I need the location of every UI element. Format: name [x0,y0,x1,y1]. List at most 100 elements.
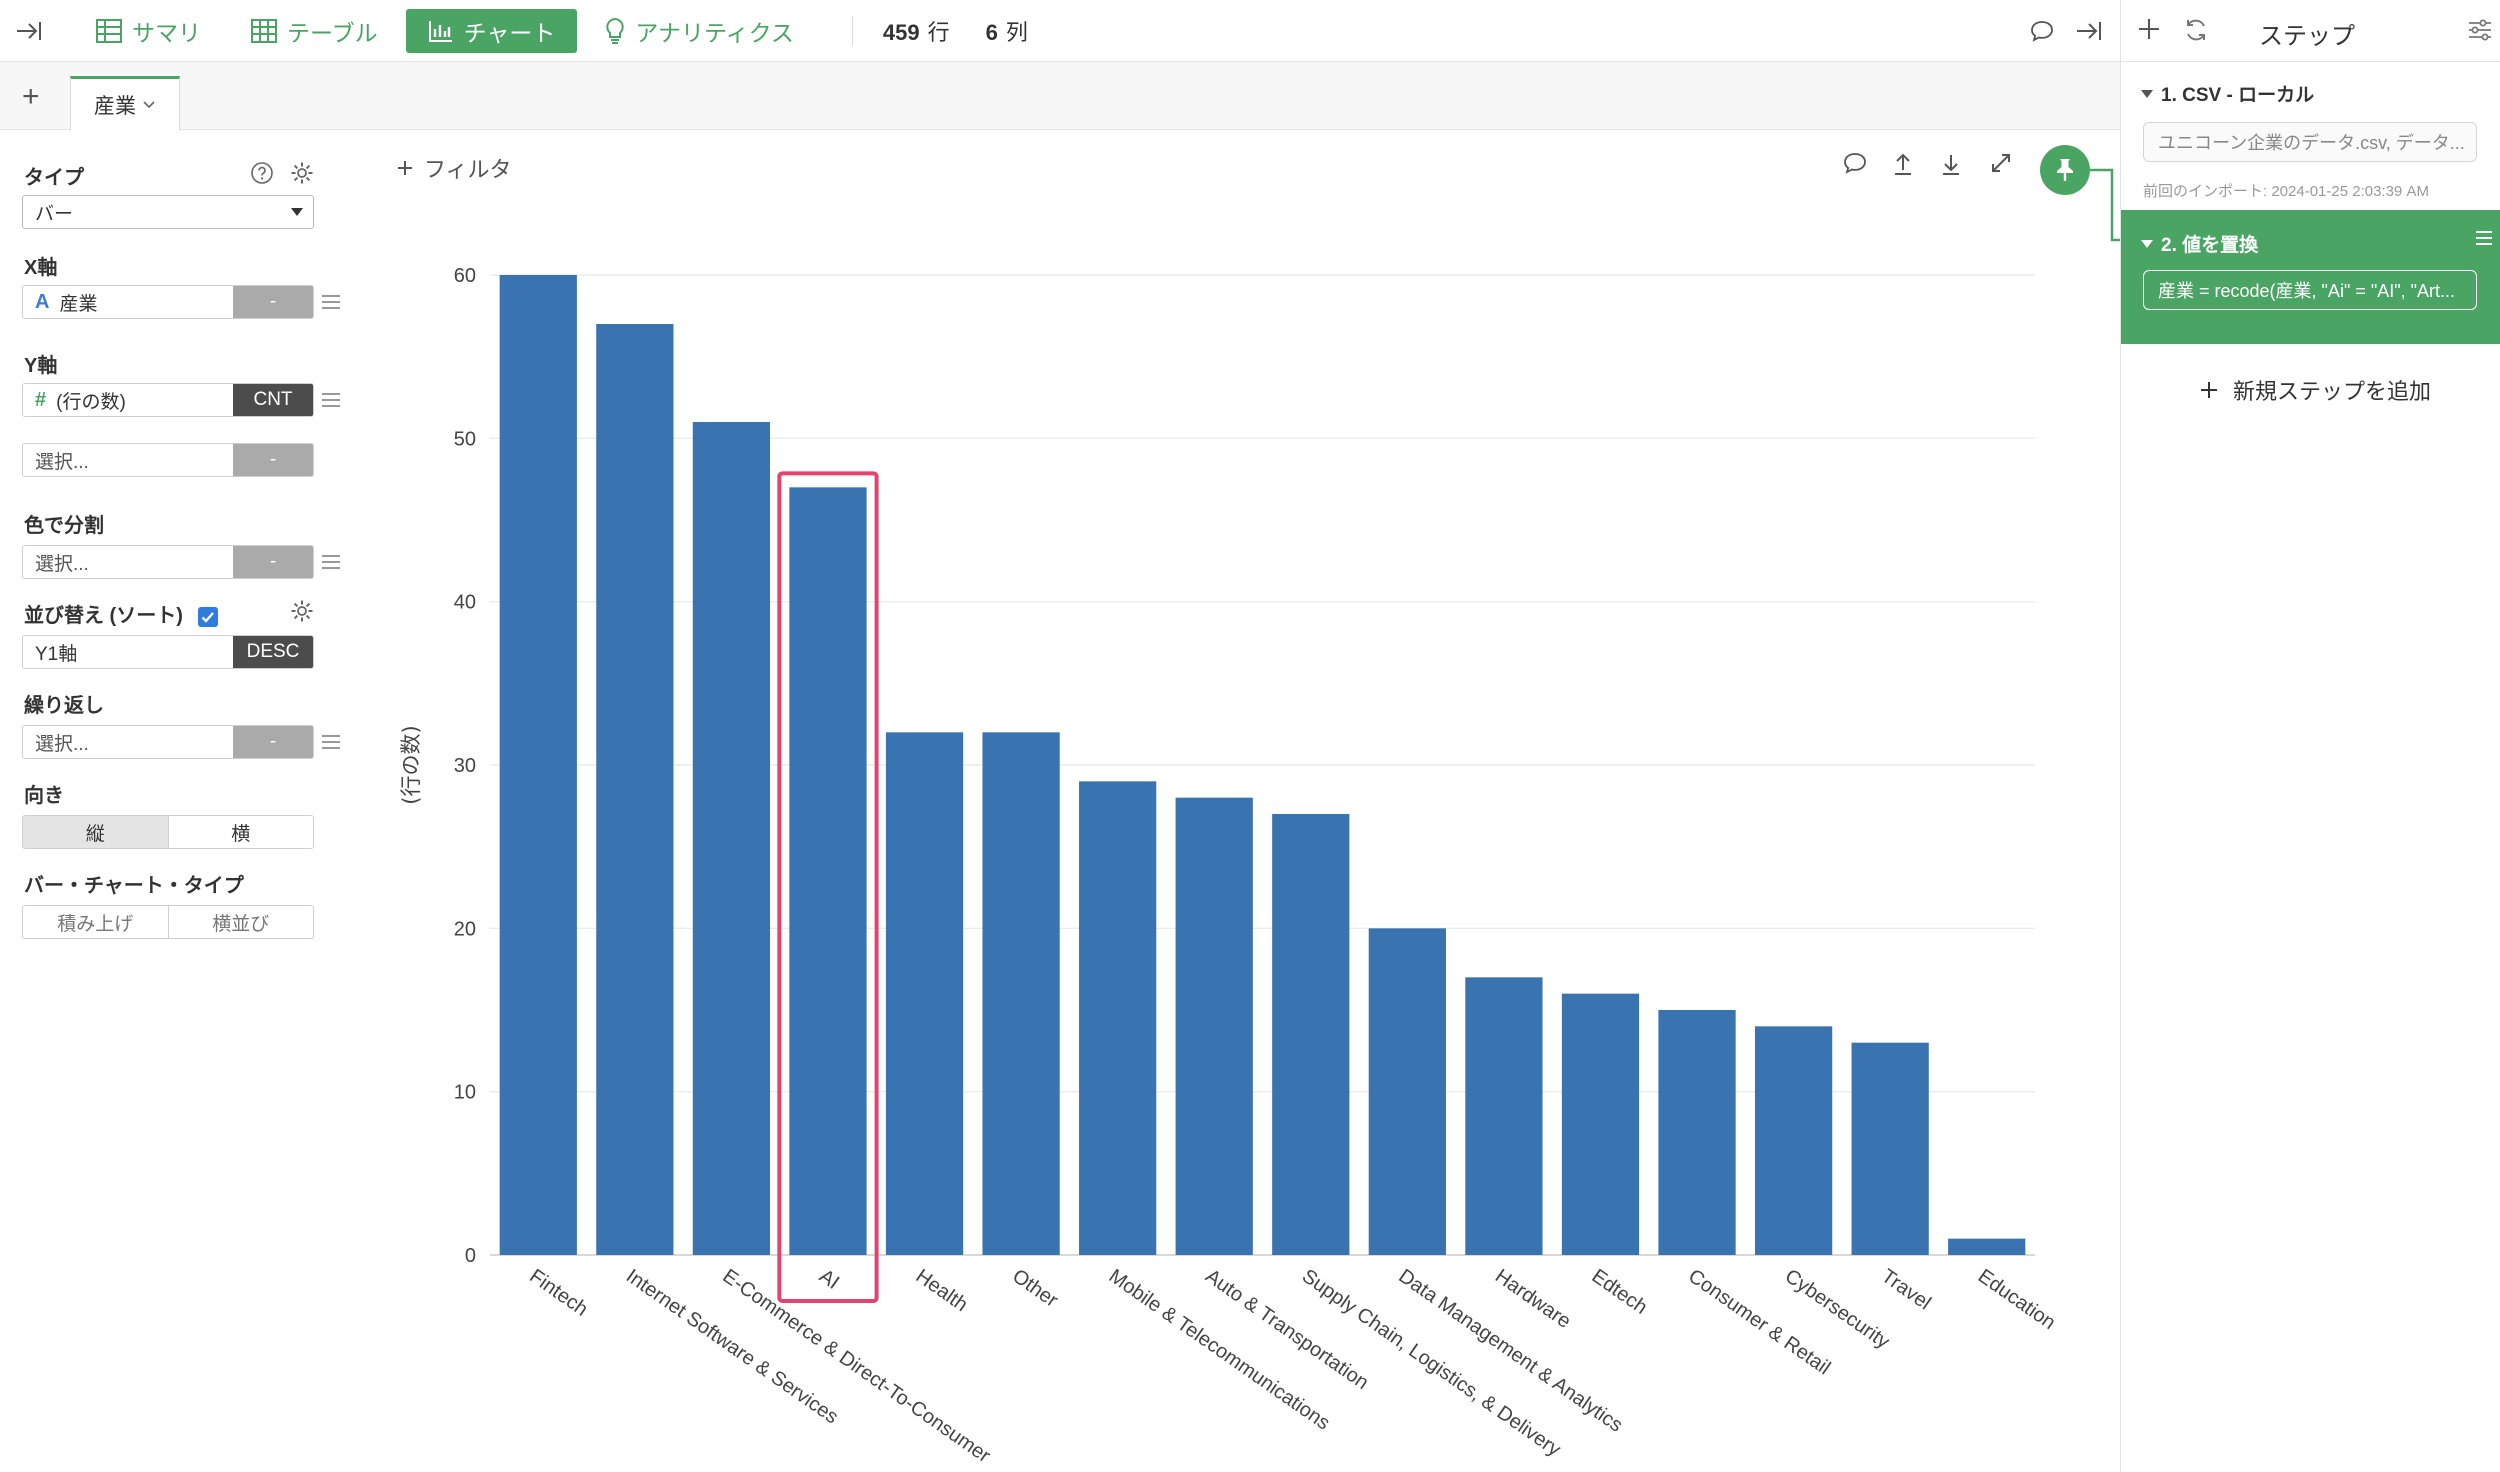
repeat-menu-icon[interactable] [322,735,340,749]
collapse-right-icon[interactable] [2074,16,2104,46]
add-new-step-button[interactable]: 新規ステップを追加 [2199,374,2431,406]
expand-left-icon[interactable] [14,16,44,46]
chart-comment-icon[interactable] [1843,152,1867,174]
tab-table[interactable]: テーブル [229,9,400,53]
xaxis-menu-icon[interactable] [322,295,340,309]
highlight-box [777,471,879,1304]
xaxis-agg[interactable]: - [233,286,313,318]
color-split-menu-icon[interactable] [322,555,340,569]
orientation-horizontal[interactable]: 横 [167,816,314,848]
color-split-agg[interactable]: - [233,546,313,578]
xaxis-label: X軸 [24,257,58,279]
step2-header[interactable]: 2. 値を置換 [2141,230,2258,257]
tab-chart[interactable]: チャート [405,8,578,53]
sort-field[interactable]: Y1軸 DESC [22,635,314,669]
lightbulb-icon [606,17,625,44]
upload-icon[interactable] [1892,152,1914,176]
type-label: タイプ [24,167,84,189]
sort-order[interactable]: DESC [233,636,313,668]
add-step-label: 新規ステップを追加 [2233,379,2432,404]
bar[interactable] [499,275,577,1255]
bar[interactable] [982,732,1060,1255]
add-step-plus-icon[interactable] [2137,17,2161,46]
sort-value: Y1軸 [35,643,78,665]
chart-type-value: バー [35,203,74,225]
bar[interactable] [1465,977,1543,1255]
bar-type-stacked[interactable]: 積み上げ [57,913,134,935]
orientation-toggle: 縦 横 [22,815,314,849]
sort-gear-icon[interactable] [290,599,314,628]
download-icon[interactable] [1940,152,1962,176]
yaxis-field[interactable]: # (行の数) CNT [22,383,314,417]
row-count: 459 行 [882,19,950,45]
grid-icon [96,18,122,43]
bar[interactable] [1948,1238,2026,1255]
x-tick-label: Education [1974,1265,2059,1334]
x-tick-label: Edtech [1588,1265,1652,1319]
caret-down-icon [2141,239,2153,248]
step1-header[interactable]: 1. CSV - ローカル [2141,80,2314,107]
yaxis-menu-icon[interactable] [322,393,340,407]
color-split-field[interactable]: 選択... - [22,545,314,579]
y-tick-label: 30 [454,755,476,777]
chart-config-panel: タイプ バー X軸 A 産業 - Y軸 # (行の数) CNT 選択... - 色で… [0,131,360,1472]
add-filter-button[interactable]: フィルタ [396,152,512,184]
bar[interactable] [1754,1026,1833,1255]
orientation-label: 向き [24,785,64,807]
y-tick-label: 40 [454,592,476,614]
bar[interactable] [1272,814,1350,1255]
fullscreen-icon[interactable] [1990,152,2012,174]
tab-analytics-label: アナリティクス [635,19,794,46]
bar[interactable] [1658,1010,1736,1255]
sliders-icon[interactable] [2467,18,2493,47]
bar[interactable] [789,487,867,1255]
comment-icon[interactable] [2027,16,2057,46]
bar[interactable] [1851,1042,1929,1255]
x-tick-label: AI [815,1265,843,1294]
bar-type-toggle: 積み上げ 横並び [22,905,314,939]
repeat-field[interactable]: 選択... - [22,725,314,759]
y-tick-label: 10 [454,1082,476,1104]
step2-menu-icon[interactable] [2475,230,2493,251]
steps-panel: ステップ 1. CSV - ローカル ユニコーン企業のデータ.csv, データ.… [2120,0,2500,1472]
add-chart-tab-button[interactable]: + [22,80,40,113]
bar[interactable] [596,324,674,1255]
sort-checkbox[interactable] [198,606,219,627]
bar[interactable] [1561,993,1640,1255]
tab-summary-label: サマリ [132,19,201,46]
caret-down-icon [291,208,303,216]
tab-analytics[interactable]: アナリティクス [583,9,815,53]
step1-detail[interactable]: ユニコーン企業のデータ.csv, データ... [2143,122,2477,162]
yaxis2-agg[interactable]: - [233,444,313,476]
tab-summary[interactable]: サマリ [74,9,223,53]
chevron-down-icon [143,101,155,109]
gear-icon[interactable] [290,161,314,190]
bar[interactable] [1175,797,1253,1255]
bar[interactable] [692,422,771,1255]
bar-type-label: バー・チャート・タイプ [24,875,244,897]
help-icon[interactable] [250,161,274,190]
chart-type-select[interactable]: バー [22,195,314,229]
x-tick-label: Hardware [1491,1265,1575,1333]
bar[interactable] [885,732,964,1255]
refresh-icon[interactable] [2183,17,2209,48]
orientation-vertical[interactable]: 縦 [23,816,168,848]
step1-title: 1. CSV - ローカル [2161,85,2315,106]
chart-tab-label: 産業 [94,95,136,118]
bar[interactable] [1368,928,1446,1255]
color-split-value: 選択... [35,553,89,575]
xaxis-field[interactable]: A 産業 - [22,285,314,319]
repeat-agg[interactable]: - [233,726,313,758]
bar-type-side-by-side[interactable]: 横並び [167,906,314,938]
yaxis-value: (行の数) [56,391,126,413]
sort-label-text: 並び替え (ソート) [24,605,183,627]
yaxis-agg[interactable]: CNT [233,384,313,416]
pin-button[interactable] [2040,145,2090,195]
bar[interactable] [1079,781,1157,1255]
step2-block[interactable]: 2. 値を置換 産業 = recode(産業, "Ai" = "AI", "Ar… [2121,210,2500,344]
step2-detail[interactable]: 産業 = recode(産業, "Ai" = "AI", "Art... [2143,270,2477,310]
yaxis2-field[interactable]: 選択... - [22,443,314,477]
chart-tab-industry[interactable]: 産業 [70,76,180,131]
y-tick-label: 50 [454,428,476,450]
